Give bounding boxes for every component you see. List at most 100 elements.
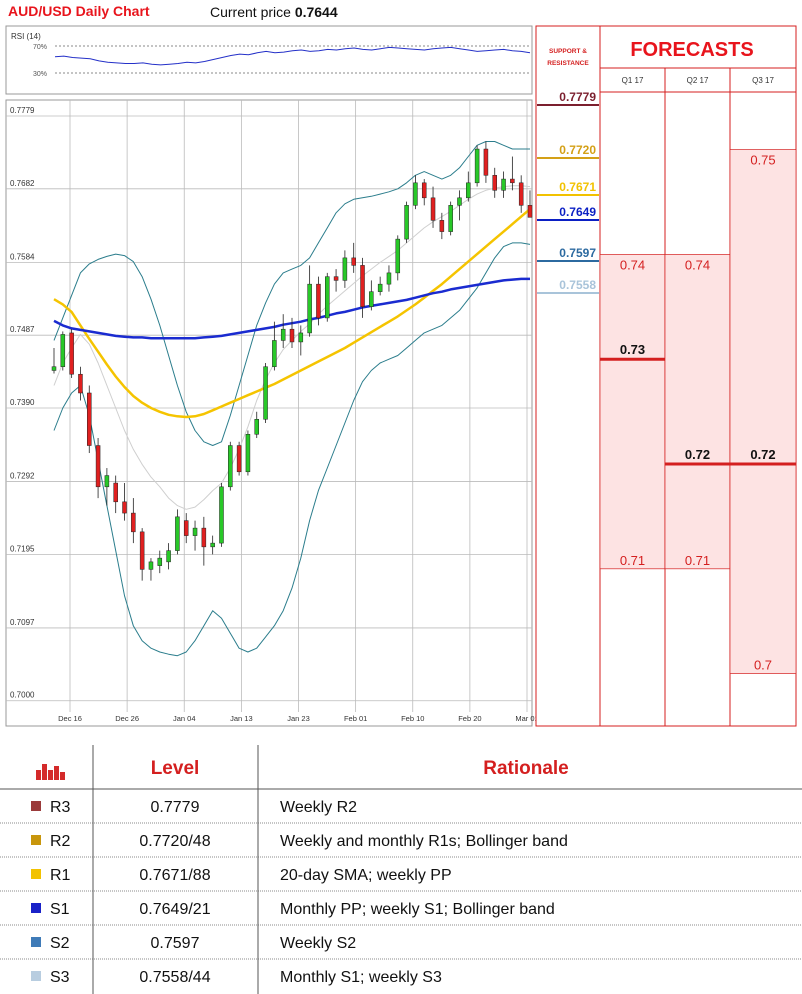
- candle: [307, 265, 312, 337]
- x-tick-label: Dec 16: [58, 714, 82, 723]
- current-price-label: Current price: [210, 4, 291, 20]
- candle-body-down: [483, 148, 489, 176]
- level-color-swatch: [31, 801, 41, 811]
- forecast-mid-label: 0.72: [750, 447, 775, 462]
- candle: [113, 475, 118, 514]
- forecasts-title: FORECASTS: [630, 39, 753, 61]
- x-tick-label: Jan 13: [230, 714, 253, 723]
- candle-body-up: [148, 561, 154, 570]
- candle: [51, 347, 57, 374]
- price-panel: 0.7779 0.7682 0.7584 0.7487 0.7390 0.7292 0.71…: [5, 99, 539, 727]
- forecast-high-label: 0.75: [750, 153, 775, 168]
- table-row: S3 0.7558/44 Monthly S1; weekly S3: [31, 969, 442, 986]
- level-rationale: Weekly and monthly R1s; Bollinger band: [280, 833, 568, 850]
- candle-body-down: [87, 392, 92, 446]
- rsi-level-30: 30%: [33, 71, 47, 78]
- candle: [474, 145, 480, 187]
- candle-body-down: [236, 445, 242, 473]
- candle-body-up: [395, 238, 401, 274]
- candle: [501, 171, 506, 198]
- forecast-range: [599, 254, 666, 570]
- forecast-low-label: 0.71: [685, 553, 710, 568]
- candle: [466, 171, 471, 202]
- level-value: 0.7720/48: [139, 833, 210, 850]
- candle: [413, 175, 418, 210]
- icon-bar: [60, 772, 65, 780]
- candle-body-up: [228, 445, 233, 488]
- candle-body-down: [430, 197, 436, 221]
- candle-body-up: [501, 178, 506, 191]
- candle-body-down: [78, 373, 83, 394]
- y-tick-label: 0.7487: [10, 325, 35, 334]
- icon-bar: [42, 764, 47, 780]
- icon-bar: [36, 770, 41, 780]
- level-name: S2: [50, 935, 70, 952]
- candle-body-up: [298, 332, 304, 343]
- x-tick-label: Jan 04: [173, 714, 196, 723]
- candle: [122, 483, 127, 521]
- candle: [219, 483, 224, 547]
- rsi-panel: RSI (14) 70% 30%: [5, 25, 533, 95]
- candle: [263, 362, 268, 424]
- candle: [298, 325, 304, 356]
- bar-chart-icon: [36, 764, 65, 780]
- forecast-col-label: Q3 17: [752, 76, 774, 85]
- x-tick-label: Feb 01: [344, 714, 367, 723]
- level-rationale: 20-day SMA; weekly PP: [280, 867, 452, 884]
- y-tick-label: 0.7292: [10, 472, 35, 481]
- y-tick-label: 0.7195: [10, 544, 35, 553]
- y-tick-label: 0.7584: [10, 252, 35, 261]
- sr-level-label: 0.7779: [559, 90, 596, 104]
- candle-body-up: [386, 272, 392, 285]
- forecast-col-label: Q1 17: [622, 76, 644, 85]
- candle: [439, 212, 445, 240]
- candle: [87, 385, 92, 454]
- x-tick-label: Jan 23: [287, 714, 310, 723]
- candle-body-up: [104, 475, 110, 488]
- candle: [369, 280, 374, 311]
- forecast-range: [664, 254, 731, 570]
- candle-body-down: [333, 276, 339, 281]
- level-color-swatch: [31, 869, 41, 879]
- chart-title: AUD/USD Daily Chart: [8, 3, 150, 19]
- forecasts-panel: FORECASTS Q1 17 0.74 0.71 0.73 Q2 17 0.74 0.71…: [599, 25, 797, 727]
- level-rationale: Monthly S1; weekly S3: [280, 969, 442, 986]
- candle-body-down: [139, 531, 145, 570]
- candle-body-up: [466, 182, 471, 199]
- candle-body-up: [245, 434, 251, 473]
- candle-body-up: [219, 486, 224, 544]
- y-tick-label: 0.7097: [10, 618, 35, 627]
- level-value: 0.7649/21: [139, 901, 210, 918]
- forecast-low-label: 0.7: [754, 658, 772, 673]
- candle-body-down: [183, 520, 189, 536]
- level-name: R1: [50, 867, 71, 884]
- candle: [342, 250, 348, 288]
- forecast-mid-label: 0.72: [685, 447, 710, 462]
- sr-level-label: 0.7649: [559, 205, 596, 219]
- table-row: R2 0.7720/48 Weekly and monthly R1s; Bolli…: [0, 833, 802, 858]
- level-rationale: Monthly PP; weekly S1; Bollinger band: [280, 901, 555, 918]
- candle-body-down: [527, 205, 533, 218]
- table-header-level: Level: [151, 758, 200, 779]
- candle-body-up: [192, 527, 198, 536]
- candle-body-up: [413, 182, 418, 206]
- candle: [510, 156, 515, 191]
- candle: [483, 141, 489, 183]
- candle: [175, 509, 180, 555]
- table-header-rationale: Rationale: [483, 758, 569, 779]
- candle-body-down: [518, 182, 524, 206]
- candle-body-down: [131, 512, 136, 533]
- bollinger-upper-line: [53, 141, 530, 446]
- forecast-high-label: 0.74: [685, 257, 710, 272]
- forecast-col-label: Q2 17: [687, 76, 709, 85]
- candle-body-up: [325, 276, 330, 319]
- candle: [245, 430, 251, 476]
- candle: [236, 441, 242, 476]
- table-row: R3 0.7779 Weekly R2: [0, 799, 802, 824]
- candle-body-down: [113, 482, 118, 503]
- candle-body-up: [280, 328, 286, 341]
- candle-body-up: [457, 197, 462, 206]
- table-row: R1 0.7671/88 20-day SMA; weekly PP: [0, 867, 802, 892]
- candle-body-up: [254, 419, 259, 435]
